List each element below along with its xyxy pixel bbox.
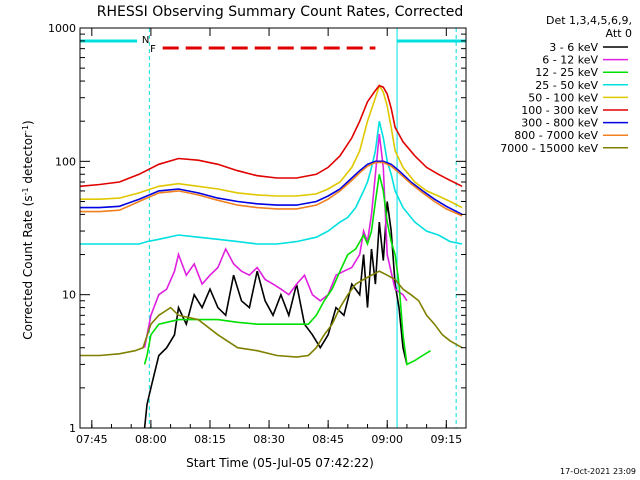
series-line-3 (80, 121, 463, 245)
series-line-8 (80, 270, 463, 358)
y-tick-label: 10 (62, 289, 76, 302)
y-axis-label-part3: ) (21, 120, 35, 125)
legend-label: 25 - 50 keV (535, 79, 598, 92)
x-tick-label: 08:15 (194, 433, 226, 446)
chart-title: RHESSI Observing Summary Count Rates, Co… (97, 4, 463, 20)
x-tick-label: 08:45 (312, 433, 344, 446)
timestamp: 17-Oct-2021 23:09 (560, 467, 636, 476)
x-axis-label: Start Time (05-Jul-05 07:42:22) (186, 456, 374, 470)
series-line-1 (143, 134, 408, 348)
y-tick-label: 1 (69, 422, 76, 435)
y-axis-label-part1: Corrected Count Rate (s (21, 195, 35, 339)
x-tick-label: 08:00 (135, 433, 167, 446)
x-tick-label: 09:00 (371, 433, 403, 446)
legend-label: 3 - 6 keV (549, 41, 598, 54)
legend-label: 6 - 12 keV (542, 54, 598, 67)
series-line-4 (80, 83, 463, 209)
legend-label: 12 - 25 keV (535, 66, 598, 79)
night-flag-label: N (142, 35, 149, 46)
detector-info-line2: Att 0 (606, 27, 632, 40)
y-axis-label: Corrected Count Rate (s-1 detector-1) (21, 120, 36, 339)
legend-label: 800 - 7000 keV (514, 129, 598, 142)
detector-info-line1: Det 1,3,4,5,6,9, (546, 14, 632, 27)
legend-label: 300 - 800 keV (521, 117, 598, 130)
y-tick-label: 1000 (48, 22, 76, 35)
y-axis-label-sup1: -1 (21, 187, 30, 195)
plot-area: NF 1 10 100 1000 07:45 08:00 08:15 08:30 08:45 09:… (48, 22, 467, 446)
series-line-5 (79, 84, 463, 188)
legend-label: 50 - 100 keV (528, 91, 598, 104)
series-line-7 (80, 161, 463, 217)
y-axis-label-sup2: -1 (21, 125, 30, 133)
series-line-6 (80, 160, 463, 216)
x-tick-label: 08:30 (253, 433, 285, 446)
x-tick-label: 09:15 (430, 433, 462, 446)
legend-label: 100 - 300 keV (521, 104, 598, 117)
legend-label: 7000 - 15000 keV (500, 142, 598, 155)
plot-frame (79, 27, 467, 429)
series-line-0 (143, 201, 408, 429)
y-tick-label: 100 (55, 155, 76, 168)
x-tick-label: 07:45 (76, 433, 108, 446)
series-line-2 (143, 174, 432, 366)
y-axis-label-part2: detector (21, 133, 35, 188)
flare-flag-label: F (150, 44, 156, 55)
